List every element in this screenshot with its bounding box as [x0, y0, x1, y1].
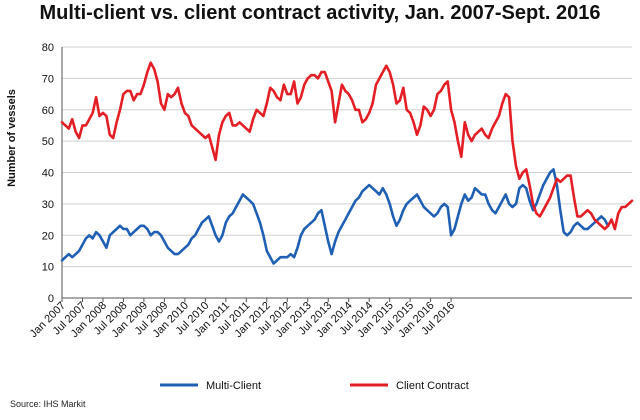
series-line-client-contract — [60, 61, 634, 231]
chart-title: Multi-client vs. client contract activit… — [39, 2, 601, 24]
legend: Multi-Client Client Contract — [160, 380, 469, 392]
series-lines — [60, 61, 634, 265]
y-tick-label: 60 — [42, 105, 54, 117]
source-note: Source: IHS Markit — [10, 399, 86, 409]
y-tick-label: 50 — [42, 136, 54, 148]
legend-label: Client Contract — [396, 380, 469, 392]
y-tick-labels: 0 10 20 30 40 50 60 70 80 — [42, 42, 54, 305]
y-axis-title: Number of vessels — [6, 89, 18, 187]
y-tick-label: 20 — [42, 230, 54, 242]
y-tick-label: 40 — [42, 168, 54, 180]
y-tick-label: 0 — [48, 293, 54, 305]
legend-label: Multi-Client — [206, 380, 261, 392]
y-tick-label: 70 — [42, 73, 54, 85]
y-tick-label: 30 — [42, 199, 54, 211]
axes — [61, 47, 632, 302]
series-line-multi-client — [60, 168, 610, 265]
y-tick-label: 80 — [42, 42, 54, 54]
gridlines — [62, 46, 632, 268]
y-tick-label: 10 — [42, 262, 54, 274]
